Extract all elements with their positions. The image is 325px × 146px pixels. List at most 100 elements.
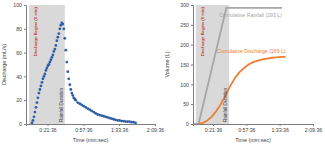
series-label: Cumulative Rainfall (293 L) bbox=[219, 12, 282, 18]
point bbox=[58, 27, 61, 30]
tick: 0:21:36 bbox=[39, 124, 56, 133]
tick-label: 1:33:36 bbox=[272, 127, 289, 133]
tick-mark bbox=[24, 53, 26, 54]
plot-area bbox=[193, 5, 286, 124]
tick: 1:33:36 bbox=[272, 124, 289, 133]
point bbox=[45, 69, 48, 72]
point bbox=[48, 61, 51, 64]
tick-mark bbox=[246, 124, 247, 126]
x-axis: 0:21:36 0:57:36 1:33:36 2:09:36 bbox=[27, 124, 165, 133]
tick: 100 bbox=[13, 2, 26, 8]
tick: 50 bbox=[183, 101, 193, 107]
tick: 40 bbox=[16, 74, 26, 80]
line bbox=[199, 57, 286, 124]
tick-label: 150 bbox=[180, 62, 189, 68]
point bbox=[56, 36, 59, 39]
tick-mark bbox=[191, 5, 193, 6]
point bbox=[39, 88, 42, 91]
tick-mark bbox=[191, 84, 193, 85]
tick-mark bbox=[191, 45, 193, 46]
tick-label: 0:21:36 bbox=[205, 127, 222, 133]
shaded-span bbox=[29, 5, 65, 124]
tick-label: 80 bbox=[16, 26, 22, 32]
tick-label: 0:57:36 bbox=[238, 127, 255, 133]
tick-label: 2:09:36 bbox=[305, 127, 322, 133]
tick: 300 bbox=[180, 2, 193, 8]
x-axis-title: Time (min:sec) bbox=[235, 137, 271, 143]
point bbox=[42, 77, 45, 80]
point bbox=[54, 44, 57, 47]
tick-mark bbox=[119, 124, 120, 126]
tick: 2:09:36 bbox=[305, 124, 322, 133]
tick: 100 bbox=[180, 81, 193, 87]
x-axis: 0:21:36 0:57:36 1:33:36 2:09:36 bbox=[194, 124, 323, 133]
point bbox=[57, 32, 60, 35]
point bbox=[32, 119, 35, 122]
point bbox=[70, 92, 73, 95]
point bbox=[63, 37, 66, 40]
point bbox=[33, 115, 36, 118]
tick: 0 bbox=[186, 121, 193, 127]
vline-label: Discharge Begins (6 min) bbox=[33, 6, 38, 56]
point bbox=[49, 58, 52, 61]
point bbox=[71, 94, 74, 97]
point bbox=[69, 88, 72, 91]
tick-label: 1:33:36 bbox=[111, 127, 128, 133]
tick-label: 200 bbox=[180, 42, 189, 48]
y-axis: 0 20 40 60 80 100 bbox=[13, 2, 26, 127]
tick-mark bbox=[213, 124, 214, 126]
point bbox=[38, 92, 41, 95]
axis-line bbox=[191, 6, 194, 125]
tick-mark bbox=[24, 5, 26, 6]
tick-mark bbox=[280, 124, 281, 126]
point bbox=[64, 49, 67, 52]
panel: Discharge Begins (6 min)Rainfall Duratio… bbox=[164, 2, 322, 143]
tick-mark bbox=[24, 29, 26, 30]
panel: Discharge Begins (6 min)Rainfall Duratio… bbox=[1, 2, 164, 143]
tick-mark bbox=[48, 124, 49, 126]
tick: 60 bbox=[16, 50, 26, 56]
point bbox=[61, 23, 64, 26]
tick-mark bbox=[191, 25, 193, 26]
tick-label: 0 bbox=[186, 121, 189, 127]
point bbox=[74, 99, 77, 102]
tick: 2:09:36 bbox=[147, 124, 164, 133]
tick-label: 50 bbox=[183, 101, 189, 107]
tick-label: 300 bbox=[180, 2, 189, 8]
tick: 0:21:36 bbox=[205, 124, 222, 133]
tick-mark bbox=[313, 124, 314, 126]
tick-label: 0:57:36 bbox=[75, 127, 92, 133]
tick-label: 0 bbox=[19, 121, 22, 127]
plot-area bbox=[29, 5, 137, 124]
point bbox=[66, 70, 69, 73]
y-axis-title: Volume (L) bbox=[164, 51, 170, 77]
point bbox=[55, 39, 58, 42]
tick-label: 20 bbox=[16, 97, 22, 103]
point bbox=[65, 61, 68, 64]
tick-mark bbox=[191, 104, 193, 105]
tick-mark bbox=[24, 124, 26, 125]
annotation-texts: Discharge Begins (6 min)Rainfall Duratio… bbox=[200, 6, 286, 122]
annotation-texts: Discharge Begins (6 min)Rainfall Duratio… bbox=[33, 6, 64, 122]
point bbox=[52, 50, 55, 53]
line bbox=[193, 8, 282, 124]
point bbox=[41, 81, 44, 84]
y-axis-title: Discharge (mL/s) bbox=[1, 44, 7, 85]
tick: 80 bbox=[16, 26, 26, 32]
tick: 1:33:36 bbox=[111, 124, 128, 133]
tick-mark bbox=[155, 124, 156, 126]
x-axis-title: Time (min:sec) bbox=[73, 137, 109, 143]
tick-label: 2:09:36 bbox=[147, 127, 164, 133]
series-label: Cumulative Discharge (169 L) bbox=[217, 48, 286, 54]
tick: 0 bbox=[19, 121, 26, 127]
point bbox=[35, 106, 38, 109]
tick-label: 250 bbox=[180, 22, 189, 28]
point bbox=[47, 63, 50, 66]
tick-label: 0:21:36 bbox=[39, 127, 56, 133]
tick-mark bbox=[83, 124, 84, 126]
tick: 0:57:36 bbox=[75, 124, 92, 133]
point bbox=[53, 48, 56, 51]
point bbox=[46, 67, 49, 70]
axis-line bbox=[24, 6, 27, 125]
point bbox=[62, 27, 65, 30]
